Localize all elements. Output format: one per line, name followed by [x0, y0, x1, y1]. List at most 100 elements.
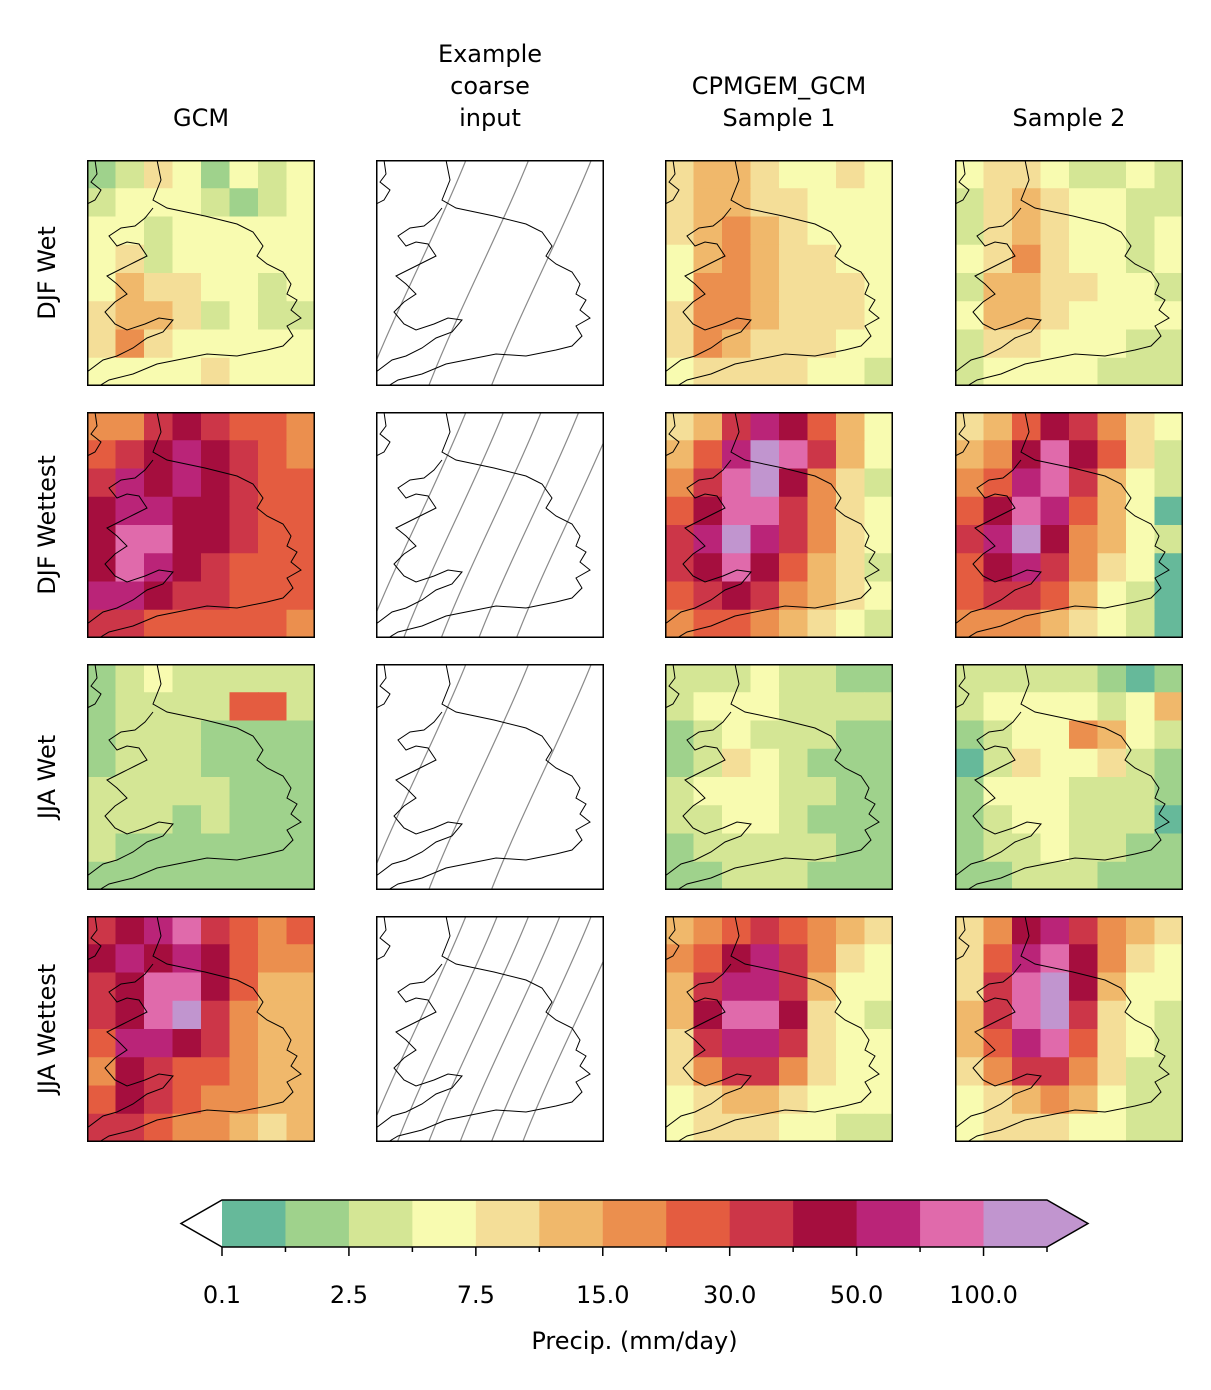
- heatmap-cell: [172, 525, 202, 554]
- heatmap-cell: [750, 216, 780, 246]
- heatmap-cell: [286, 720, 315, 750]
- coastline: [665, 916, 880, 1142]
- heatmap-cell: [201, 748, 231, 778]
- colorbar-label: Precip. (mm/day): [531, 1327, 737, 1355]
- heatmap-cell: [229, 833, 259, 863]
- heatmap-cell: [201, 1000, 231, 1030]
- heatmap-cell: [258, 496, 288, 526]
- heatmap-cell: [807, 188, 837, 218]
- heatmap-cell: [229, 664, 259, 693]
- coastline: [87, 412, 302, 638]
- panel-djf_wettest-sample1: [665, 412, 893, 638]
- heatmap-cell: [1097, 972, 1127, 1002]
- panel-frame: [955, 160, 1183, 386]
- heatmap-cell: [201, 916, 231, 945]
- heatmap-cell: [258, 216, 288, 246]
- heatmap-cell: [229, 692, 259, 722]
- heatmap-cell: [722, 664, 752, 693]
- heatmap-cell: [665, 273, 695, 302]
- heatmap-cell: [1040, 777, 1070, 806]
- heatmap-cell: [722, 496, 752, 526]
- heatmap-cell: [172, 833, 202, 863]
- heatmap-cell: [201, 301, 231, 331]
- heatmap-cell: [286, 861, 315, 890]
- heatmap-cell: [693, 833, 723, 863]
- heatmap-cell: [955, 1113, 985, 1142]
- heatmap-cell: [172, 805, 202, 835]
- heatmap-cell: [983, 1085, 1013, 1115]
- heatmap-cell: [1069, 496, 1099, 526]
- heatmap-cell: [1069, 160, 1099, 189]
- heatmap-cell: [750, 329, 780, 359]
- heatmap-cell: [172, 1085, 202, 1115]
- heatmap-cell: [1097, 329, 1127, 359]
- heatmap-cell: [258, 440, 288, 470]
- heatmap-cell: [1012, 412, 1042, 441]
- heatmap-cell: [115, 329, 145, 359]
- heatmap-cell: [286, 1000, 315, 1030]
- heatmap-cell: [229, 188, 259, 218]
- heatmap-cell: [87, 1029, 117, 1058]
- heatmap-cell: [955, 692, 985, 722]
- heatmap-cell: [229, 440, 259, 470]
- heatmap-cell: [172, 692, 202, 722]
- heatmap-cell: [779, 525, 809, 554]
- heatmap-cell: [1040, 301, 1070, 331]
- contour-line: [428, 160, 530, 386]
- heatmap-cell: [144, 1029, 174, 1058]
- heatmap-cell: [1154, 1029, 1183, 1058]
- heatmap-cell: [201, 412, 231, 441]
- heatmap-cell: [1069, 329, 1099, 359]
- coastline: [376, 160, 591, 386]
- heatmap-cell: [750, 664, 780, 693]
- heatmap-cell: [665, 664, 695, 693]
- heatmap-cell: [286, 777, 315, 806]
- heatmap-cell: [1097, 748, 1127, 778]
- heatmap-cell: [1154, 1000, 1183, 1030]
- heatmap-cell: [286, 944, 315, 974]
- heatmap-cell: [955, 777, 985, 806]
- heatmap-cell: [750, 412, 780, 441]
- heatmap-cell: [864, 496, 893, 526]
- heatmap-cell: [87, 916, 117, 945]
- heatmap-cell: [665, 692, 695, 722]
- heatmap-cell: [722, 720, 752, 750]
- heatmap-cell: [864, 972, 893, 1002]
- heatmap-cell: [750, 833, 780, 863]
- heatmap-cell: [172, 244, 202, 274]
- heatmap-cell: [87, 357, 117, 386]
- heatmap-cell: [1012, 244, 1042, 274]
- heatmap-cell: [258, 664, 288, 693]
- heatmap-cell: [1154, 944, 1183, 974]
- heatmap-cell: [836, 1057, 866, 1087]
- heatmap-cell: [864, 944, 893, 974]
- heatmap-cell: [750, 1057, 780, 1087]
- heatmap-cell: [144, 160, 174, 189]
- heatmap-cell: [144, 357, 174, 386]
- heatmap-cell: [1126, 664, 1156, 693]
- heatmap-cell: [1097, 244, 1127, 274]
- contour-line: [376, 916, 467, 1119]
- heatmap-cell: [1097, 496, 1127, 526]
- heatmap-cell: [144, 748, 174, 778]
- heatmap-cell: [955, 861, 985, 890]
- colorbar-segment: [412, 1200, 477, 1247]
- panel-djf_wettest-gcm: [87, 412, 315, 638]
- heatmap-cell: [1126, 720, 1156, 750]
- row-labels: DJF Wet DJF Wettest JJA Wet JJA Wettest: [33, 226, 61, 1096]
- heatmap-cell: [201, 609, 231, 638]
- heatmap-cell: [665, 496, 695, 526]
- heatmap-cell: [172, 944, 202, 974]
- contour-line: [490, 160, 592, 386]
- heatmap-cell: [1097, 692, 1127, 722]
- heatmap-cell: [807, 581, 837, 611]
- heatmap-cell: [836, 664, 866, 693]
- heatmap-cell: [229, 553, 259, 583]
- heatmap-cell: [87, 160, 117, 189]
- heatmap-cell: [286, 916, 315, 945]
- heatmap-cell: [286, 468, 315, 498]
- heatmap-cell: [779, 553, 809, 583]
- heatmap-cell: [693, 440, 723, 470]
- colorbar-tick-label: 15.0: [576, 1281, 629, 1309]
- heatmap-cell: [693, 944, 723, 974]
